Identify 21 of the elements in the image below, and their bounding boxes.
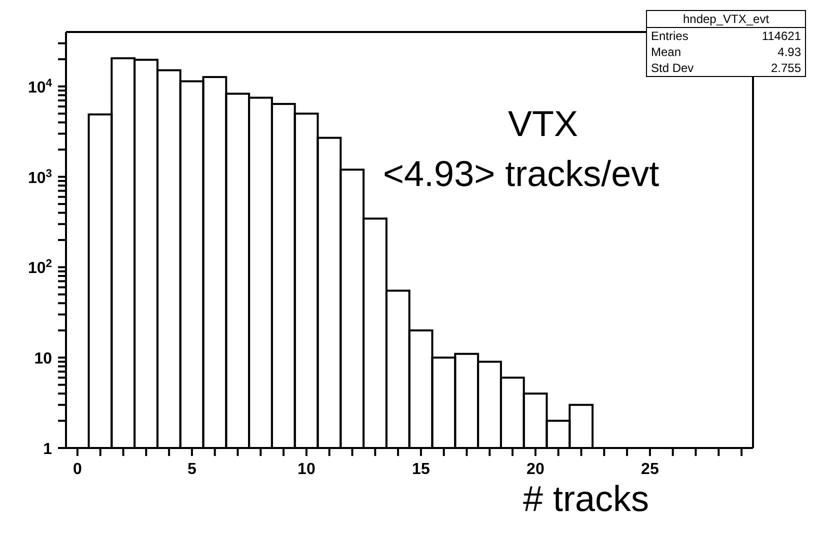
text: 2.755 xyxy=(770,61,801,75)
annotation: Entries xyxy=(651,29,688,43)
annotation: VTX xyxy=(508,103,578,145)
y-tick-label: 10$^{3}$ xyxy=(28,168,52,187)
text: 4.93 xyxy=(778,45,801,59)
text: 114621 xyxy=(762,29,801,43)
y-tick-label: 10$^{2}$ xyxy=(28,258,52,278)
x-tick-label: 5 xyxy=(187,461,196,478)
x-tick-label: 20 xyxy=(526,461,544,478)
x-tick-label: 0 xyxy=(72,461,82,478)
annotation: Std Dev xyxy=(651,61,694,75)
annotation: Mean xyxy=(651,45,682,59)
y-tick-label: 1 xyxy=(43,441,52,458)
text: hndep_VTX_evt xyxy=(647,11,805,28)
x-tick-label: 10 xyxy=(298,461,316,478)
y-tick-label: 10$^{4}$ xyxy=(28,77,53,96)
annotation: <4.93> tracks/evt xyxy=(383,153,660,195)
x-tick-label: 15 xyxy=(412,461,430,478)
x-axis-title: # tracks xyxy=(523,478,650,520)
x-tick-label: 25 xyxy=(641,461,659,478)
y-tick-label: 10 xyxy=(34,350,52,368)
